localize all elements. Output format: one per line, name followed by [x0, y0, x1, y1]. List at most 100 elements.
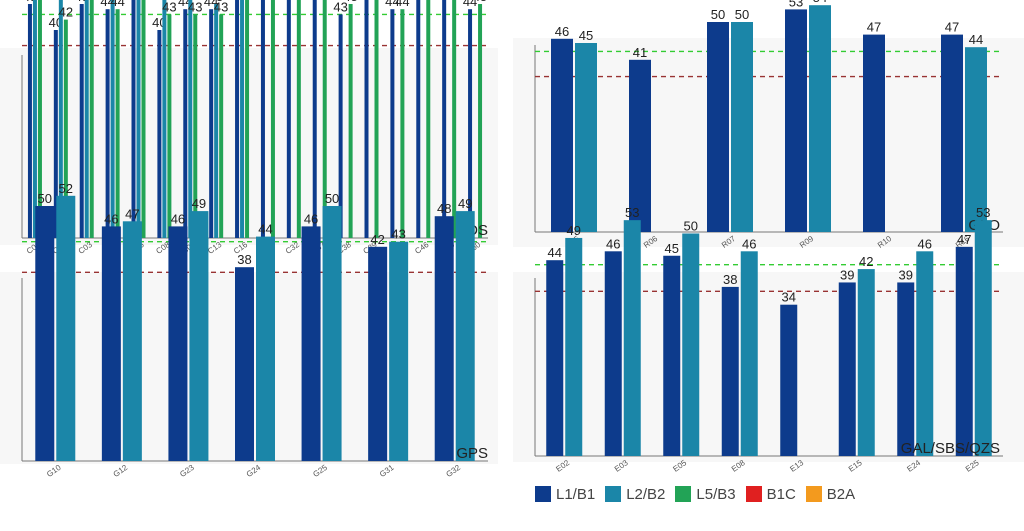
chart-2-data-label-G23-L1-B1: 46: [171, 211, 185, 226]
chart-0-bar-C32-L1-B1: [286, 0, 291, 238]
chart-0-data-label-C40-L5-B3: 44: [395, 0, 409, 9]
chart-2-data-label-G25-L2-B2: 50: [325, 191, 339, 206]
chart-0-bar-C38-L5-B3: [348, 4, 353, 238]
chart-0-bar-C60-L1-B1: [468, 9, 473, 239]
chart-3-bar-E15-L1-B1: [838, 282, 856, 456]
legend-item-l5b3: L5/B3: [675, 486, 736, 503]
chart-2-bar-G25-L1-B1: [301, 226, 321, 461]
chart-2-data-label-G32-L2-B2: 49: [458, 196, 472, 211]
chart-2-bar-G31-L1-B1: [368, 246, 388, 461]
chart-0-bar-C09-L5-B3: [193, 14, 198, 239]
chart-2-bar-G12-L1-B1: [101, 226, 121, 461]
chart-3-data-label-E13-L1-B1: 34: [782, 290, 796, 305]
chart-3-data-label-E24-L1-B1: 39: [899, 267, 913, 282]
chart-3-panel: [513, 272, 1024, 462]
chart-1-data-label-R05-L2-B2: 45: [579, 28, 593, 43]
chart-1-data-label-R09-L2-B2: 54: [813, 0, 827, 5]
chart-0-bar-C32-L5-B3: [296, 0, 301, 239]
chart-0-bar-C03-L1-B1: [79, 4, 84, 238]
chart-3-data-label-E15-L1-B1: 39: [840, 267, 854, 282]
chart-2-data-label-G25-L1-B1: 46: [304, 211, 318, 226]
chart-3-data-label-E08-L2-B2: 46: [742, 236, 756, 251]
chart-0-bar-C40-L1-B1: [390, 9, 395, 239]
chart-0-data-label-C60-L1-B1: 44: [463, 0, 477, 9]
chart-3-bar-E15-L2-B2: [857, 269, 875, 456]
chart-1-bar-R16-L1-B1: [941, 34, 963, 232]
legend-swatch-l2b2: [605, 486, 622, 502]
chart-3-bar-E03-L2-B2: [623, 220, 641, 456]
chart-0-bar-C59-L1-B1: [442, 0, 447, 239]
chart-1-bar-R16-L2-B2: [965, 47, 987, 233]
chart-3-bar-E25-L2-B2: [974, 220, 992, 456]
chart-0-bar-C16-L1-B1: [235, 0, 240, 238]
legend-item-l1b1: L1/B1: [535, 486, 595, 503]
chart-0-bar-C46-L5-B3: [426, 0, 431, 239]
chart-2-tick-label-G23: G23: [178, 463, 196, 479]
chart-0-bar-C08-L5-B3: [167, 14, 172, 239]
chart-0-bar-C13-L2-B2: [214, 4, 219, 238]
chart-2-bar-G23-L2-B2: [189, 211, 209, 461]
chart-3-data-label-E25-L1-B1: 47: [957, 232, 971, 247]
chart-2-bar-G24-L1-B1: [235, 267, 254, 461]
chart-1-panel: [513, 38, 1024, 247]
chart-0-data-label-C13-L1-B1: 44: [204, 0, 218, 9]
chart-0-bar-C04-L2-B2: [110, 0, 115, 238]
legend-swatch-b1c: [745, 486, 762, 502]
chart-0-bar-C20-L5-B3: [270, 0, 275, 239]
chart-3-title: GAL/SBS/QZS: [901, 440, 1000, 457]
chart-0-bar-C37-L1-B1: [312, 0, 317, 239]
chart-0-data-label-C03-L1-B1: 45: [74, 0, 88, 4]
chart-1-bar-R06-L1-B1: [629, 59, 651, 232]
chart-0-bar-C06-L2-B2: [136, 0, 141, 239]
chart-3-bar-E02-L2-B2: [565, 237, 583, 456]
chart-2-bar-G24-L2-B2: [256, 236, 275, 461]
chart-2-data-label-G24-L1-B1: 38: [237, 252, 251, 267]
chart-3-bar-E02-L1-B1: [546, 260, 564, 456]
chart-3-data-label-E03-L2-B2: 53: [625, 205, 639, 220]
legend-label-l2b2: L2/B2: [626, 485, 666, 503]
chart-0-bar-C01-L2-B2: [32, 0, 37, 239]
legend-swatch-l5b3: [675, 486, 692, 502]
chart-0-data-label-C38-L1-B1: 43: [333, 0, 347, 14]
chart-2-tick-label-G12: G12: [112, 463, 130, 479]
chart-2-data-label-G24-L2-B2: 44: [258, 222, 272, 237]
chart-2-data-label-G23-L2-B2: 49: [192, 196, 206, 211]
chart-2-data-label-G10-L1-B1: 50: [38, 191, 52, 206]
chart-1-data-label-R07-L2-B2: 50: [735, 7, 749, 22]
chart-0-bar-C39-L5-B3: [374, 0, 379, 239]
chart-1-bar-R07-L1-B1: [707, 22, 729, 232]
chart-3-data-label-E05-L1-B1: 45: [665, 241, 679, 256]
chart-0-bar-C46-L1-B1: [416, 0, 421, 238]
chart-0-bar-C08-L1-B1: [157, 30, 162, 238]
chart-0-data-label-C60-L5-B3: 45: [473, 0, 487, 4]
chart-0-data-label-C09-L5-B3: 43: [188, 0, 202, 14]
legend-swatch-b2a: [805, 486, 822, 502]
chart-1-bar-R07-L2-B2: [731, 22, 753, 232]
chart-2-bar-G10-L1-B1: [35, 206, 55, 461]
chart-0-bar-C16-L2-B2: [240, 0, 245, 238]
chart-0-bar-C04-L1-B1: [105, 9, 110, 239]
chart-0-data-label-C13-L5-B3: 43: [214, 0, 228, 14]
chart-2-tick-label-G24: G24: [245, 463, 263, 479]
chart-1-bar-R05-L1-B1: [551, 38, 573, 232]
chart-2-data-label-G12-L1-B1: 46: [104, 211, 118, 226]
chart-3-bar-E13-L1-B1: [780, 304, 798, 456]
chart-0-data-label-C04-L1-B1: 44: [100, 0, 114, 9]
chart-0-data-label-C01-L1-B1: 45: [23, 0, 37, 4]
chart-2-data-label-G31-L2-B2: 43: [391, 227, 405, 242]
chart-3-data-label-E03-L1-B1: 46: [606, 236, 620, 251]
chart-0-data-label-C38-L5-B3: 45: [343, 0, 357, 4]
chart-1-bar-R10-L1-B1: [863, 34, 885, 232]
chart-0-bar-C09-L2-B2: [188, 0, 193, 239]
legend-item-b1c: B1C: [745, 486, 796, 503]
chart-3-bar-E05-L2-B2: [682, 233, 700, 456]
chart-2-bar-G31-L2-B2: [389, 241, 409, 461]
legend-label-l1b1: L1/B1: [556, 485, 596, 503]
legend-item-b2a: B2A: [805, 486, 855, 503]
chart-0-bar-C02-L5-B3: [63, 19, 68, 238]
chart-2-bar-G23-L1-B1: [168, 226, 188, 461]
chart-0-bar-C06-L1-B1: [131, 0, 136, 238]
chart-3-data-label-E05-L2-B2: 50: [684, 219, 698, 234]
chart-0-bar-C39-L1-B1: [364, 0, 369, 239]
